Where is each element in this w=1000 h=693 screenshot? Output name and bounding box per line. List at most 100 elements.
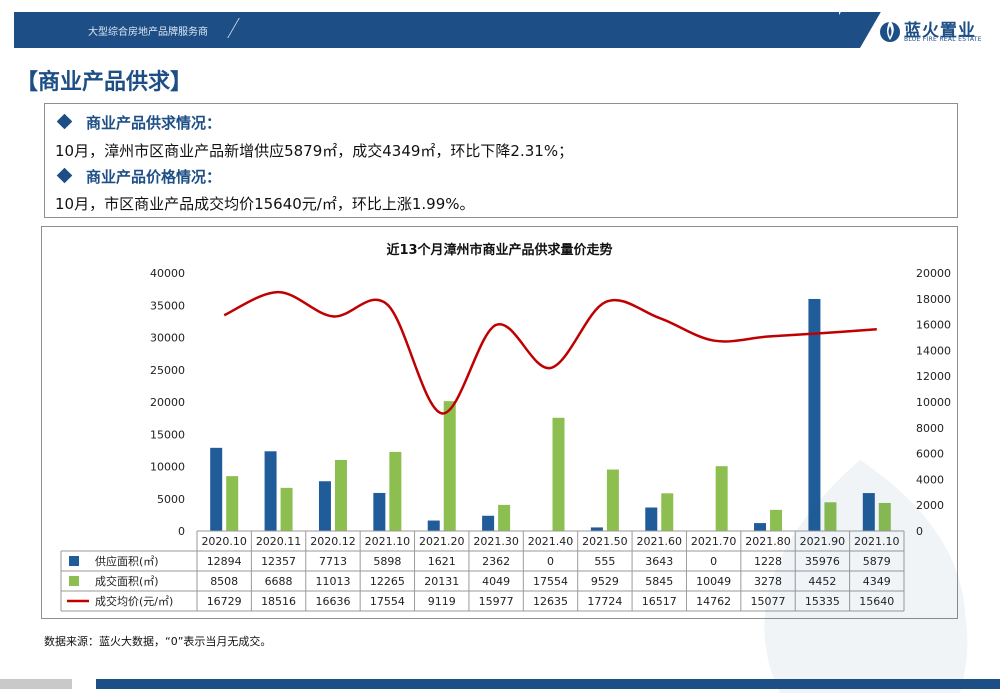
data-table-value: 4049 <box>482 575 510 588</box>
supply-heading: 商业产品供求情况： <box>86 114 222 132</box>
supply-bar <box>754 523 767 531</box>
brand-subtitle: BLUE FIRE REAL ESTATE <box>904 36 982 43</box>
y-left-tick-label: 25000 <box>150 364 185 377</box>
deal-bar <box>770 509 783 531</box>
x-tick-label: 2020.11 <box>256 535 302 548</box>
supply-bar <box>373 492 386 531</box>
data-table-value: 4349 <box>863 575 891 588</box>
y-right-tick-label: 20000 <box>916 267 951 280</box>
flame-logo-icon <box>880 20 900 42</box>
y-left-tick-label: 5000 <box>157 493 185 506</box>
x-tick-label: 2021.90 <box>800 535 846 548</box>
data-table-value: 0 <box>710 555 717 568</box>
data-table-value: 1228 <box>754 555 782 568</box>
legend-label: 成交面积(㎡) <box>95 574 159 588</box>
brand-name: 蓝火置业 <box>904 21 976 41</box>
supply-heading-line: 商业产品供求情况： <box>55 112 221 133</box>
y-left-tick-label: 30000 <box>150 332 185 345</box>
footer-bar-gray <box>0 679 72 689</box>
price-heading-line: 商业产品价格情况： <box>55 166 221 187</box>
data-table-value: 2362 <box>482 555 510 568</box>
data-table-value: 15077 <box>751 595 786 608</box>
x-tick-label: 2021.50 <box>582 535 628 548</box>
data-table-value: 15640 <box>859 595 894 608</box>
data-table-value: 5879 <box>863 555 891 568</box>
y-right-tick-label: 18000 <box>916 293 951 306</box>
brand-logo: 蓝火置业 BLUE FIRE REAL ESTATE <box>878 14 986 48</box>
data-table-value: 12357 <box>261 555 296 568</box>
supply-bar <box>645 507 658 531</box>
footer-bar-blue <box>96 679 1000 689</box>
section-title: 【商业产品供求】 <box>16 70 193 95</box>
data-table-value: 20131 <box>424 575 459 588</box>
data-table-value: 6688 <box>265 575 293 588</box>
deal-bar <box>824 502 837 531</box>
data-table-value: 14762 <box>696 595 731 608</box>
x-tick-label: 2021.40 <box>528 535 574 548</box>
x-tick-label: 2021.80 <box>745 535 791 548</box>
y-right-tick-label: 8000 <box>916 422 944 435</box>
chart-canvas: 0500010000150002000025000300003500040000… <box>60 267 951 612</box>
legend-swatch <box>69 576 79 586</box>
supply-bar <box>210 447 223 531</box>
data-table-value: 16517 <box>642 595 677 608</box>
deal-bar <box>552 417 565 531</box>
y-right-tick-label: 16000 <box>916 319 951 332</box>
y-right-tick-label: 12000 <box>916 370 951 383</box>
x-tick-label: 2021.10 <box>854 535 900 548</box>
supply-bar <box>808 298 821 531</box>
data-table-value: 15335 <box>805 595 840 608</box>
data-table-value: 15977 <box>479 595 514 608</box>
data-table-value: 5898 <box>373 555 401 568</box>
legend-label: 供应面积(㎡) <box>95 554 159 568</box>
data-table-value: 16636 <box>315 595 350 608</box>
y-left-tick-label: 35000 <box>150 299 185 312</box>
data-table-value: 8508 <box>210 575 238 588</box>
x-tick-label: 2020.12 <box>310 535 356 548</box>
data-table-value: 9529 <box>591 575 619 588</box>
deal-bar <box>661 493 674 531</box>
legend-label: 成交均价(元/㎡) <box>95 594 173 608</box>
y-left-tick-label: 0 <box>178 525 185 538</box>
deal-bar <box>334 459 347 531</box>
legend-swatch <box>69 556 79 566</box>
header-tagline: 大型综合房地产品牌服务商 <box>88 27 208 38</box>
deal-bar <box>878 502 891 531</box>
data-table-value: 3643 <box>645 555 673 568</box>
y-left-tick-label: 20000 <box>150 396 185 409</box>
diamond-bullet-icon <box>56 113 73 130</box>
data-table-value: 12894 <box>207 555 242 568</box>
data-table-value: 3278 <box>754 575 782 588</box>
x-tick-label: 2021.20 <box>419 535 465 548</box>
y-right-tick-label: 14000 <box>916 344 951 357</box>
deal-bar <box>226 476 239 531</box>
y-left-tick-label: 40000 <box>150 267 185 280</box>
deal-bar <box>715 466 728 531</box>
deal-bar <box>498 504 511 531</box>
supply-text: 10月，漳州市区商业产品新增供应5879㎡，成交4349㎡，环比下降2.31%； <box>55 142 574 160</box>
summary-box: 商业产品供求情况： 10月，漳州市区商业产品新增供应5879㎡，成交4349㎡，… <box>44 103 958 218</box>
x-tick-label: 2020.10 <box>201 535 247 548</box>
deal-bar <box>606 469 619 531</box>
data-table-value: 7713 <box>319 555 347 568</box>
deal-bar <box>443 401 456 531</box>
data-table-value: 9119 <box>428 595 456 608</box>
chart-title: 近13个月漳州市商业产品供求量价走势 <box>386 243 613 258</box>
header-bar <box>14 12 839 48</box>
x-tick-label: 2021.30 <box>473 535 518 548</box>
deal-bar <box>389 451 402 531</box>
data-table-value: 17724 <box>587 595 622 608</box>
data-table-value: 10049 <box>696 575 731 588</box>
data-table-value: 0 <box>547 555 554 568</box>
x-tick-label: 2021.10 <box>365 535 411 548</box>
diamond-bullet-icon <box>56 167 73 184</box>
data-table-value: 16729 <box>207 595 242 608</box>
x-tick-label: 2021.60 <box>637 535 683 548</box>
y-right-tick-label: 0 <box>916 525 923 538</box>
data-table-value: 12265 <box>370 575 405 588</box>
price-line <box>223 290 877 415</box>
data-table-value: 18516 <box>261 595 296 608</box>
data-table-value: 4452 <box>808 575 836 588</box>
y-right-tick-label: 10000 <box>916 396 951 409</box>
data-table-value: 35976 <box>805 555 840 568</box>
